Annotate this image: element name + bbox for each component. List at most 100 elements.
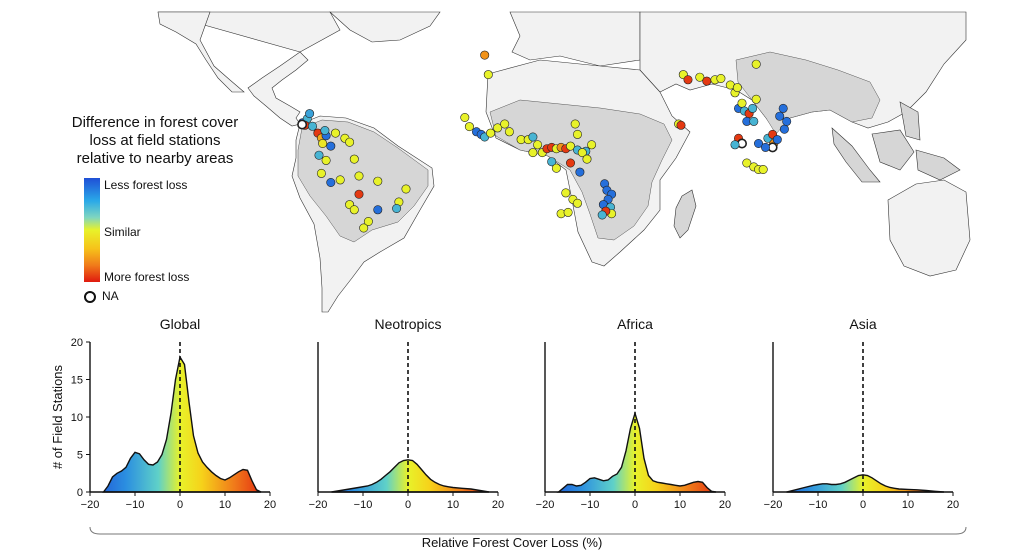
field-station-marker bbox=[528, 132, 538, 142]
field-station-marker bbox=[349, 205, 359, 215]
field-station-marker bbox=[565, 158, 575, 168]
y-axis-label: # of Field Stations bbox=[50, 364, 65, 469]
x-tick-label: 0 bbox=[632, 499, 638, 511]
field-station-marker bbox=[575, 167, 585, 177]
field-station-marker bbox=[354, 189, 364, 199]
x-tick-label: 0 bbox=[405, 499, 411, 511]
field-station-marker bbox=[330, 128, 340, 138]
panel-title: Africa bbox=[617, 316, 653, 332]
x-tick-label: −20 bbox=[536, 499, 555, 511]
x-tick-label: −10 bbox=[809, 499, 828, 511]
density-panel-africa: Africa −20 −10 0 10 20 bbox=[536, 316, 731, 511]
field-station-marker bbox=[483, 70, 493, 80]
y-tick-label: 15 bbox=[71, 375, 83, 387]
x-tick-label: 10 bbox=[219, 499, 231, 511]
field-station-marker bbox=[577, 148, 587, 158]
field-station-markers bbox=[297, 50, 792, 233]
field-station-marker bbox=[528, 148, 538, 158]
field-station-marker bbox=[349, 154, 359, 164]
x-tick-label: 20 bbox=[947, 499, 959, 511]
field-station-marker bbox=[683, 75, 693, 85]
field-station-marker bbox=[321, 155, 331, 165]
field-station-marker bbox=[547, 157, 557, 167]
land-southeast-asia-islands bbox=[831, 101, 961, 183]
density-panel-global: Global −20 −10 0 10 20 0 5 10 15 20 # of Field Stat… bbox=[50, 316, 276, 511]
na-marker-icon bbox=[84, 291, 96, 303]
field-station-marker bbox=[504, 127, 514, 137]
field-station-marker bbox=[737, 98, 747, 108]
field-station-marker bbox=[597, 210, 607, 220]
field-station-marker bbox=[533, 140, 543, 150]
field-station-marker bbox=[316, 168, 326, 178]
field-station-marker bbox=[561, 188, 571, 198]
field-station-marker bbox=[772, 135, 782, 145]
field-station-marker bbox=[373, 176, 383, 186]
density-area bbox=[556, 410, 717, 493]
density-area bbox=[102, 355, 262, 493]
x-tick-label: −10 bbox=[354, 499, 373, 511]
x-tick-label: −10 bbox=[126, 499, 145, 511]
field-station-marker bbox=[572, 198, 582, 208]
field-station-marker bbox=[460, 113, 470, 123]
x-tick-label: −20 bbox=[764, 499, 783, 511]
field-station-marker bbox=[307, 121, 317, 131]
x-tick-label: 10 bbox=[902, 499, 914, 511]
density-area bbox=[331, 459, 490, 493]
field-station-marker bbox=[464, 122, 474, 132]
density-panel-asia: Asia −20 −10 0 10 20 bbox=[764, 316, 959, 511]
field-station-marker bbox=[749, 116, 759, 126]
field-station-marker bbox=[730, 140, 740, 150]
field-station-marker bbox=[753, 139, 763, 149]
legend-title-line-2: loss at field stations bbox=[89, 132, 221, 149]
field-station-marker bbox=[751, 94, 761, 104]
y-tick-label: 10 bbox=[71, 412, 83, 424]
field-station-marker bbox=[551, 163, 561, 173]
field-station-marker bbox=[326, 141, 336, 151]
x-tick-label: −20 bbox=[309, 499, 328, 511]
density-plots: Global −20 −10 0 10 20 0 5 10 15 20 # of Field Stat… bbox=[50, 316, 959, 511]
field-station-marker bbox=[480, 50, 490, 60]
field-station-marker bbox=[326, 178, 336, 188]
field-station-marker bbox=[732, 83, 742, 93]
color-scale-label-similar: Similar bbox=[104, 225, 141, 239]
land-greenland bbox=[329, 11, 441, 43]
field-station-marker bbox=[318, 139, 328, 149]
color-scale-label-less: Less forest loss bbox=[104, 178, 188, 192]
x-tick-label: 20 bbox=[719, 499, 731, 511]
land-europe bbox=[509, 11, 641, 67]
shared-xlabel-bracket bbox=[89, 526, 967, 535]
field-station-na-marker bbox=[297, 119, 308, 130]
field-station-marker bbox=[563, 207, 573, 217]
x-tick-label: −20 bbox=[81, 499, 100, 511]
color-scale-bar bbox=[84, 178, 100, 282]
field-station-marker bbox=[775, 111, 785, 121]
field-station-marker bbox=[676, 120, 686, 130]
field-station-marker bbox=[401, 184, 411, 194]
y-tick-label: 20 bbox=[71, 337, 83, 349]
x-tick-label: −10 bbox=[581, 499, 600, 511]
color-scale-label-more: More forest loss bbox=[104, 270, 190, 284]
field-station-marker bbox=[392, 204, 402, 214]
x-tick-label: 20 bbox=[264, 499, 276, 511]
land-australia bbox=[887, 179, 971, 277]
y-tick-label: 5 bbox=[77, 450, 83, 462]
x-tick-label: 10 bbox=[674, 499, 686, 511]
land-north-america bbox=[157, 11, 341, 127]
field-station-marker bbox=[570, 119, 580, 129]
panel-title: Asia bbox=[849, 316, 876, 332]
field-station-marker bbox=[314, 150, 324, 160]
field-station-marker bbox=[779, 124, 789, 134]
legend-title-line-3: relative to nearby areas bbox=[76, 150, 234, 167]
legend-title-line-1: Difference in forest cover bbox=[71, 114, 239, 131]
shared-xlabel: Relative Forest Cover Loss (%) bbox=[422, 535, 603, 550]
field-station-marker bbox=[760, 142, 770, 152]
density-area bbox=[786, 474, 945, 493]
x-tick-label: 10 bbox=[447, 499, 459, 511]
field-station-marker bbox=[587, 140, 597, 150]
x-tick-label: 0 bbox=[860, 499, 866, 511]
na-label: NA bbox=[102, 289, 119, 303]
field-station-marker bbox=[354, 171, 364, 181]
field-station-marker bbox=[758, 165, 768, 175]
field-station-marker bbox=[320, 126, 330, 136]
field-station-marker bbox=[363, 217, 373, 227]
